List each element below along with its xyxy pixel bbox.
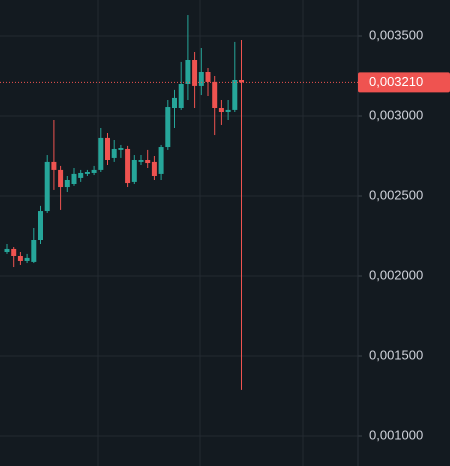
y-tick-label: 0,002500 <box>369 187 423 202</box>
candle-body <box>24 257 30 261</box>
candle-body <box>105 137 110 160</box>
candle-body <box>239 80 244 83</box>
candle-body <box>118 148 124 150</box>
y-tick-label: 0,003000 <box>369 107 423 122</box>
last-price-box <box>358 72 450 93</box>
candle-body <box>232 80 238 110</box>
candle-body <box>138 160 144 162</box>
candle-body <box>185 60 191 84</box>
candle-body <box>17 256 23 261</box>
candle-body <box>205 72 211 82</box>
candle-body <box>151 161 157 176</box>
candle-body <box>78 172 84 178</box>
last-price-label: 0,003210 <box>369 74 423 89</box>
candle-body <box>4 248 10 252</box>
y-tick-label: 0,002000 <box>369 267 423 282</box>
candle-body <box>198 72 204 86</box>
candle-body <box>38 211 43 240</box>
candle-body <box>11 248 17 256</box>
candle-body <box>131 160 137 182</box>
candle-body <box>91 169 97 173</box>
candle-body <box>51 161 57 170</box>
y-tick-label: 0,001500 <box>369 347 423 362</box>
candle-body <box>212 81 218 108</box>
candle-body <box>158 147 164 174</box>
candle-body <box>218 108 224 112</box>
candle-body <box>31 240 37 262</box>
candle-body <box>111 148 117 158</box>
y-tick-label: 0,003500 <box>369 27 423 42</box>
candle-body <box>165 107 171 148</box>
candle-body <box>145 160 151 164</box>
candle-body <box>98 137 104 170</box>
y-tick-label: 0,001000 <box>369 427 423 442</box>
candle-body <box>178 84 184 108</box>
candle-body <box>172 97 177 108</box>
candle-body <box>71 173 77 184</box>
candle-body <box>64 180 70 188</box>
candle-body <box>192 60 198 86</box>
candle-body <box>225 109 231 112</box>
candle-body <box>125 148 131 184</box>
candle-body <box>44 161 50 212</box>
candle-body <box>58 169 64 188</box>
candle-body <box>84 172 90 174</box>
